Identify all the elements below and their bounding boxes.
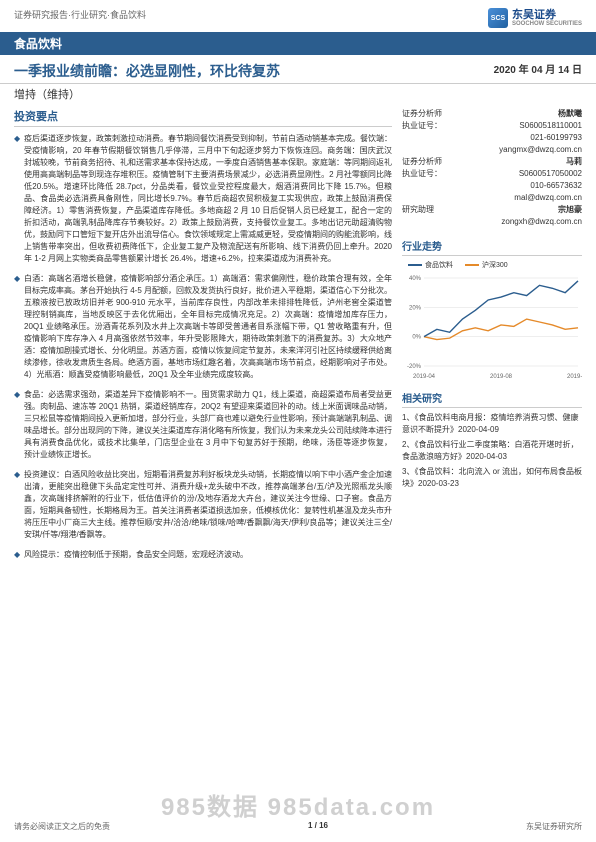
svg-text:2019-04: 2019-04	[413, 374, 436, 380]
sector-band: 食品饮料	[0, 32, 596, 55]
brand-cn: 东吴证券	[512, 9, 556, 21]
phone-2: 010-66573632	[530, 180, 582, 192]
legend-1: 食品饮料	[425, 260, 453, 270]
svg-text:20%: 20%	[409, 305, 422, 311]
trend-chart: -20% 0% 20% 40% 2019-04 2019-08 2019-12	[402, 272, 582, 382]
related-item: 2、《食品饮料行业二季度策略：白酒花开堪时折，食品激浪暗方好》2020-04-0…	[402, 439, 582, 462]
brand-en: SOOCHOW SECURITIES	[512, 21, 582, 28]
footer-disclaimer: 请务必阅读正文之后的免责	[14, 821, 110, 832]
phone-1: 021-60199793	[530, 132, 582, 144]
report-date: 2020 年 04 月 14 日	[494, 61, 582, 81]
analyst-label: 证券分析师	[402, 108, 442, 120]
bullet-2: 白酒：高端名酒增长稳健，疫情影响部分酒企承压。1）高端酒：需求偏刚性，稳价政策合…	[14, 273, 392, 381]
analyst-block: 证券分析师 杨默曦 执业证号： S0600518110001 021-6019979…	[402, 108, 582, 228]
related-list: 1、《食品饮料电商月报：疫情培养消费习惯、健康意识不断提升》2020-04-09…	[402, 412, 582, 490]
svg-text:0%: 0%	[412, 335, 421, 341]
license-label-1: 执业证号：	[402, 120, 442, 132]
related-item: 1、《食品饮料电商月报：疫情培养消费习惯、健康意识不断提升》2020-04-09	[402, 412, 582, 435]
page-number: 1 / 16	[308, 821, 328, 832]
email-2: mal@dwzq.com.cn	[514, 192, 582, 204]
bullet-3: 食品：必选需求强劲，渠道差异下疫情影响不一。囤货需求助力 Q1，线上渠道，商超渠…	[14, 389, 392, 461]
legend-2: 沪深300	[482, 260, 508, 270]
bullet-5: 风险提示：疫情控制低于预期，食品安全问题，宏观经济波动。	[14, 549, 392, 561]
chart-title: 行业走势	[402, 238, 582, 256]
key-points-header: 投资要点	[14, 108, 392, 127]
bullet-4: 投资建议：白酒风险收益比突出，短期看消费复苏利好板块龙头动销，长期疫情以响下中小…	[14, 469, 392, 541]
footer-right: 东吴证券研究所	[526, 821, 582, 832]
report-title: 一季报业绩前瞻：必选显刚性，环比待复苏	[14, 61, 280, 81]
license-2: S0600517050002	[519, 168, 582, 180]
analyst-name-1: 杨默曦	[558, 108, 582, 120]
chart-legend: 食品饮料 沪深300	[402, 260, 582, 270]
bullet-1: 疫后渠道逐步恢复，政策刺激拉动消费。春节期间餐饮消费受到抑制，节前白酒动销基本完…	[14, 133, 392, 265]
svg-text:40%: 40%	[409, 276, 422, 282]
license-1: S0600518110001	[519, 120, 582, 132]
related-header: 相关研究	[402, 390, 582, 408]
analyst-name-2: 马莉	[566, 156, 582, 168]
analyst-label-2: 证券分析师	[402, 156, 442, 168]
svg-text:2019-08: 2019-08	[490, 374, 513, 380]
email-1: yangmx@dwzq.com.cn	[499, 144, 582, 156]
rating: 增持（维持）	[0, 84, 596, 108]
brand-logo: SCS 东吴证券 SOOCHOW SECURITIES	[488, 8, 582, 28]
svg-text:2019-12: 2019-12	[567, 374, 582, 380]
assistant-label: 研究助理	[402, 204, 434, 216]
breadcrumb: 证券研究报告·行业研究·食品饮料	[14, 8, 146, 21]
assistant-email: zongxh@dwzq.com.cn	[501, 216, 582, 228]
svg-text:-20%: -20%	[407, 364, 422, 370]
related-item: 3、《食品饮料：北向流入 or 流出，如何布局食品板块》2020-03-23	[402, 466, 582, 489]
assistant-name: 宗旭豪	[558, 204, 582, 216]
logo-mark: SCS	[488, 8, 508, 28]
license-label-2: 执业证号：	[402, 168, 442, 180]
